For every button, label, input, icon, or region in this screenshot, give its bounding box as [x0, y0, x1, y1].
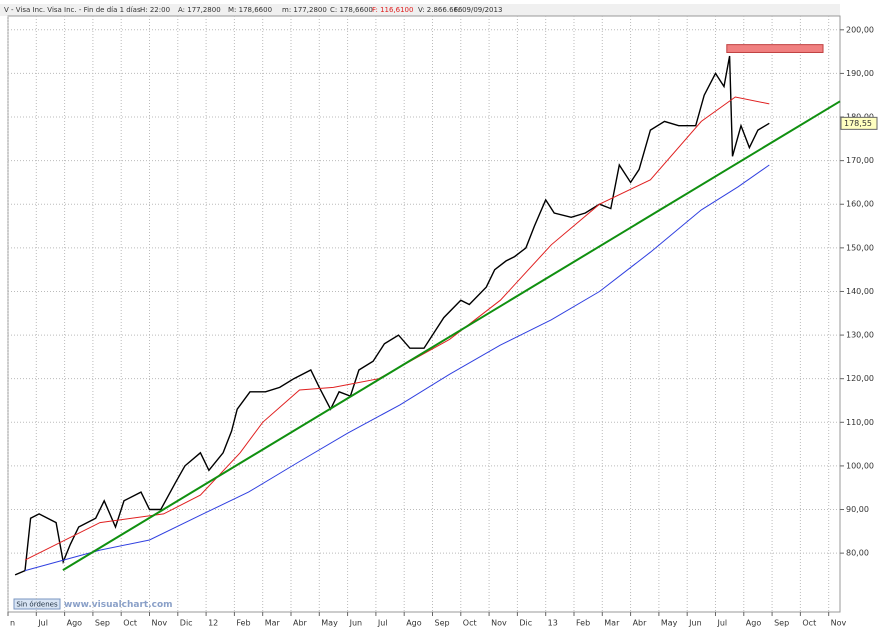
header-field: V - Visa Inc. Visa Inc. - Fin de día 1 d…: [4, 6, 141, 14]
header-bar: [0, 4, 840, 16]
y-tick-label: 200,00: [846, 25, 874, 34]
x-tick-label: Abr: [633, 619, 648, 628]
x-tick-label: Jul: [37, 619, 48, 628]
x-tick-label: Sep: [774, 619, 789, 628]
header-field: V: 2.866.666: [418, 6, 463, 14]
x-tick-label: Mar: [604, 619, 620, 628]
last-price-box: [840, 116, 878, 130]
orders-label: Sin órdenes: [16, 601, 58, 609]
series-line: [24, 164, 770, 572]
y-tick-label: 160,00: [846, 200, 874, 209]
x-tick-label: Oct: [463, 619, 477, 628]
x-tick-label: Sep: [95, 619, 110, 628]
y-tick-label: 90,00: [846, 505, 869, 514]
series-line: [14, 55, 770, 576]
y-tick-label: 120,00: [846, 374, 874, 383]
watermark: www.visualchart.com: [64, 600, 173, 610]
x-tick-label: 13: [548, 619, 558, 628]
y-tick-label: 190,00: [846, 69, 874, 78]
x-tick-label: Jun: [349, 619, 363, 628]
x-tick-label: Nov: [151, 619, 167, 628]
x-tick-label: Oct: [123, 619, 137, 628]
x-tick-label: Ago: [67, 619, 83, 628]
x-tick-label: Jul: [716, 619, 727, 628]
x-tick-label: Feb: [576, 619, 590, 628]
x-tick-label: Ago: [746, 619, 762, 628]
header-field: F: 09/09/2013: [454, 6, 502, 14]
orders-button[interactable]: [13, 598, 61, 610]
x-tick-label: Sep: [434, 619, 449, 628]
x-tick-label: Feb: [236, 619, 250, 628]
x-tick-label: Dic: [180, 619, 193, 628]
x-tick-label: May: [321, 619, 338, 628]
header-field: H: 22:00: [140, 6, 170, 14]
x-tick-label: Dic: [519, 619, 532, 628]
y-tick-label: 100,00: [846, 461, 874, 470]
x-tick-label: 12: [208, 619, 218, 628]
header-field: M: 178,6600: [228, 6, 272, 14]
header-field: A: 177,2800: [178, 6, 221, 14]
y-tick-label: 80,00: [846, 549, 869, 558]
header-field: C: 178,6600: [330, 6, 373, 14]
x-tick-label: Jul: [377, 619, 388, 628]
x-tick-label: Jun: [688, 619, 702, 628]
last-price-label: 178,55: [844, 119, 872, 128]
x-tick-label: Oct: [802, 619, 816, 628]
y-tick-label: 170,00: [846, 156, 874, 165]
series-line: [62, 100, 841, 571]
y-tick-label: 110,00: [846, 418, 874, 427]
x-tick-label: n: [10, 619, 15, 628]
x-tick-label: Mar: [265, 619, 281, 628]
x-tick-label: Nov: [491, 619, 507, 628]
x-tick-label: Ago: [406, 619, 422, 628]
header-field: F: 116,6100: [372, 6, 413, 14]
x-tick-label: Nov: [831, 619, 847, 628]
y-tick-label: 130,00: [846, 331, 874, 340]
x-tick-label: Abr: [293, 619, 308, 628]
y-tick-label: 150,00: [846, 243, 874, 252]
x-tick-label: May: [661, 619, 678, 628]
resistance-zone: [726, 44, 824, 53]
header-field: m: 177,2800: [282, 6, 327, 14]
y-tick-label: 140,00: [846, 287, 874, 296]
